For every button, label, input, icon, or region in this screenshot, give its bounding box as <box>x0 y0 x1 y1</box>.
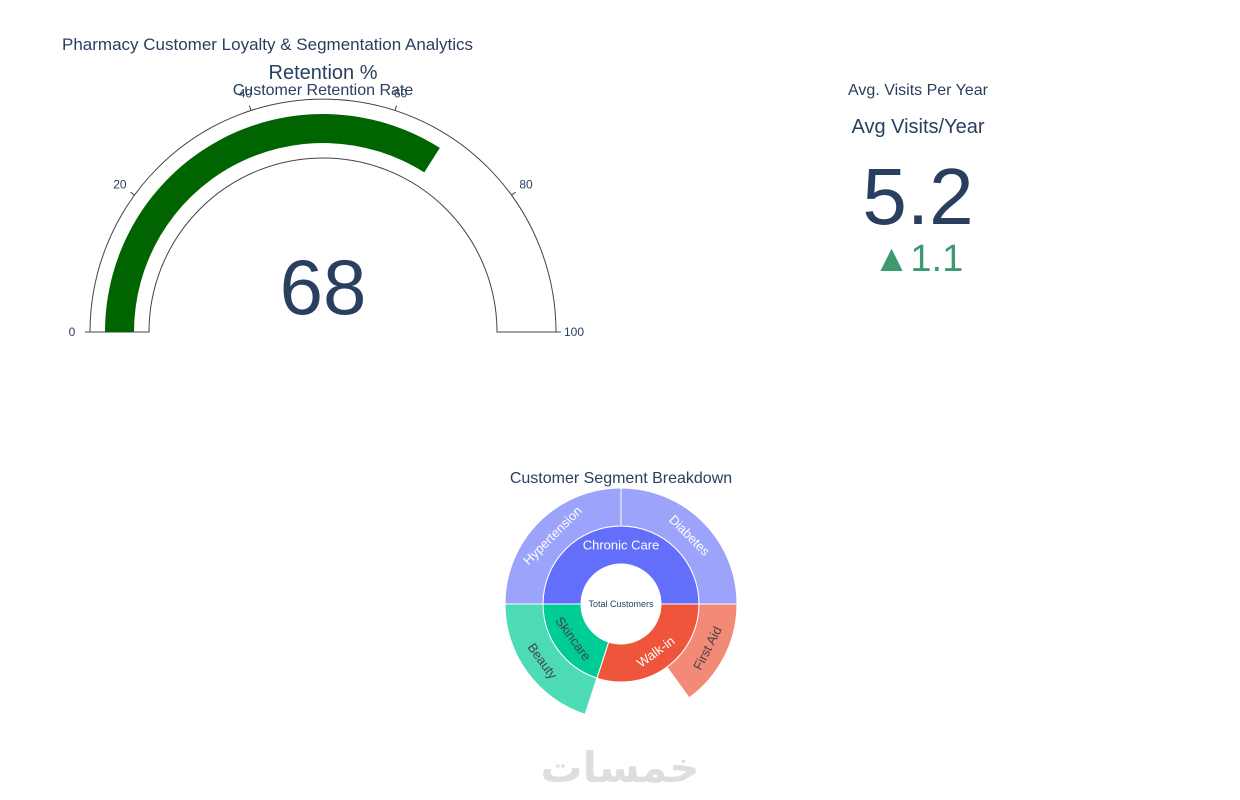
sunburst-label-chronic-care: Chronic Care <box>583 538 660 553</box>
indicator-delta: ▲1.1 <box>873 238 963 280</box>
gauge-tick-label: 100 <box>564 325 584 339</box>
gauge-title: Retention % <box>269 62 378 84</box>
page-title: Pharmacy Customer Loyalty & Segmentation… <box>62 35 473 54</box>
indicator-delta-value: 1.1 <box>910 238 963 280</box>
gauge-tick-mark <box>394 105 398 111</box>
watermark: خمسات <box>540 744 699 791</box>
gauge-value-bar <box>105 114 440 332</box>
gauge-tick-label: 80 <box>519 177 533 191</box>
gauge-subplot-title: Customer Retention Rate <box>233 82 414 99</box>
gauge-tick-mark <box>130 191 135 196</box>
sunburst-subplot-title: Customer Segment Breakdown <box>510 470 732 487</box>
sunburst-sector-beauty[interactable] <box>504 603 598 715</box>
gauge-tick-label: 40 <box>239 86 253 100</box>
gauge-tick-mark <box>248 105 252 111</box>
delta-up-icon: ▲ <box>873 238 911 280</box>
gauge-tick-label: 60 <box>394 86 408 100</box>
sunburst-root-label: Total Customers <box>588 599 654 609</box>
indicator-value: 5.2 <box>862 152 973 241</box>
gauge-tick-label: 0 <box>69 325 76 339</box>
indicator-panel: Avg. Visits Per Year Avg Visits/Year 5.2… <box>848 82 989 280</box>
sunburst-panel: Customer Segment Breakdown Total Custome… <box>504 470 738 715</box>
gauge-panel: Retention % Customer Retention Rate 0 20 4… <box>69 62 585 339</box>
indicator-title: Avg Visits/Year <box>851 116 984 138</box>
gauge-tick-label: 20 <box>113 177 127 191</box>
sunburst-sector-first-aid[interactable] <box>666 603 738 699</box>
gauge-ticks: 0 20 40 60 80 100 <box>69 86 585 339</box>
gauge-value: 68 <box>280 243 367 331</box>
indicator-subplot-title: Avg. Visits Per Year <box>848 82 989 99</box>
gauge-tick-mark <box>511 191 516 196</box>
